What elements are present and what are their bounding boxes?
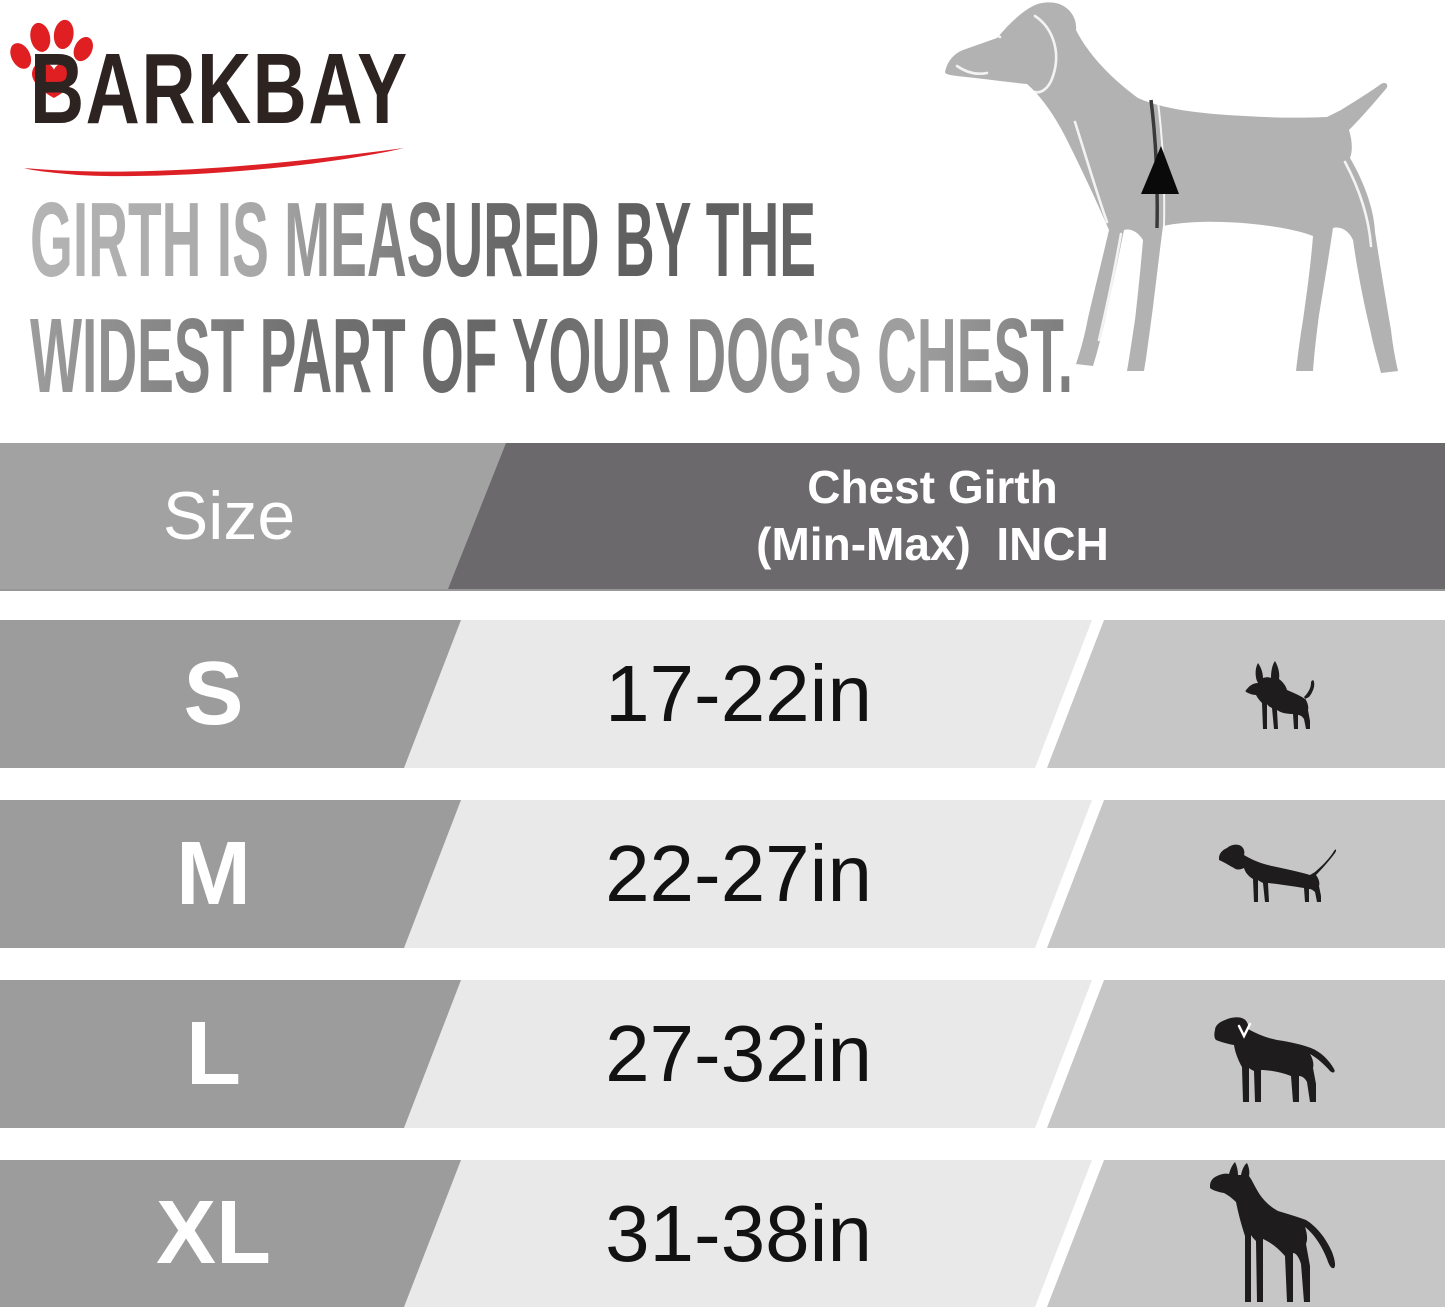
table-header-row: Size Chest Girth (Min-Max) INCH xyxy=(0,443,1445,591)
girth-triangle-marker-icon xyxy=(1141,146,1179,194)
table-row-size-xl: XL 31-38in xyxy=(0,1160,1445,1307)
paw-print-icon xyxy=(10,19,93,98)
size-value: L xyxy=(186,1003,241,1104)
girth-column-header: Chest Girth (Min-Max) INCH xyxy=(420,443,1445,589)
dog-example-cell xyxy=(1047,980,1445,1128)
size-badge: L xyxy=(0,980,461,1128)
rottweiler-icon xyxy=(1214,1017,1335,1102)
dog-example-cell xyxy=(1047,1160,1445,1307)
size-badge: S xyxy=(0,620,461,768)
table-row-size-m: M 22-27in xyxy=(0,800,1445,948)
size-badge: M xyxy=(0,800,461,948)
size-value: S xyxy=(183,643,244,744)
girth-value: 17-22in xyxy=(605,649,872,738)
chihuahua-icon xyxy=(1245,661,1315,729)
size-column-header: Size xyxy=(0,443,506,589)
measuring-dog-silhouette-icon xyxy=(945,2,1398,374)
table-row-size-l: L 27-32in xyxy=(0,980,1445,1128)
girth-column-label-line1: Chest Girth xyxy=(807,461,1058,513)
girth-instruction-line2: WIDEST PART OF YOUR DOG'S CHEST. xyxy=(30,297,1074,415)
girth-column-label-line2: (Min-Max) INCH xyxy=(756,518,1109,570)
dachshund-icon xyxy=(1219,844,1337,902)
size-badge: XL xyxy=(0,1160,461,1307)
dog-example-cell xyxy=(1047,620,1445,768)
girth-value: 27-32in xyxy=(605,1009,872,1098)
girth-instruction-line1: GIRTH IS MEASURED BY THE xyxy=(30,182,1073,298)
size-value: M xyxy=(176,823,251,924)
great-dane-icon xyxy=(1210,1162,1336,1302)
girth-instruction: GIRTH IS MEASURED BY THE WIDEST PART OF … xyxy=(30,182,1073,414)
size-column-label: Size xyxy=(162,478,296,554)
size-value: XL xyxy=(155,1183,271,1283)
girth-value: 31-38in xyxy=(605,1188,872,1278)
table-row-size-s: S 17-22in xyxy=(0,620,1445,768)
girth-value: 22-27in xyxy=(605,829,872,918)
dog-example-cell xyxy=(1047,800,1445,948)
brand-name: BARKBAY xyxy=(30,33,409,145)
red-swoosh-icon xyxy=(24,148,404,177)
